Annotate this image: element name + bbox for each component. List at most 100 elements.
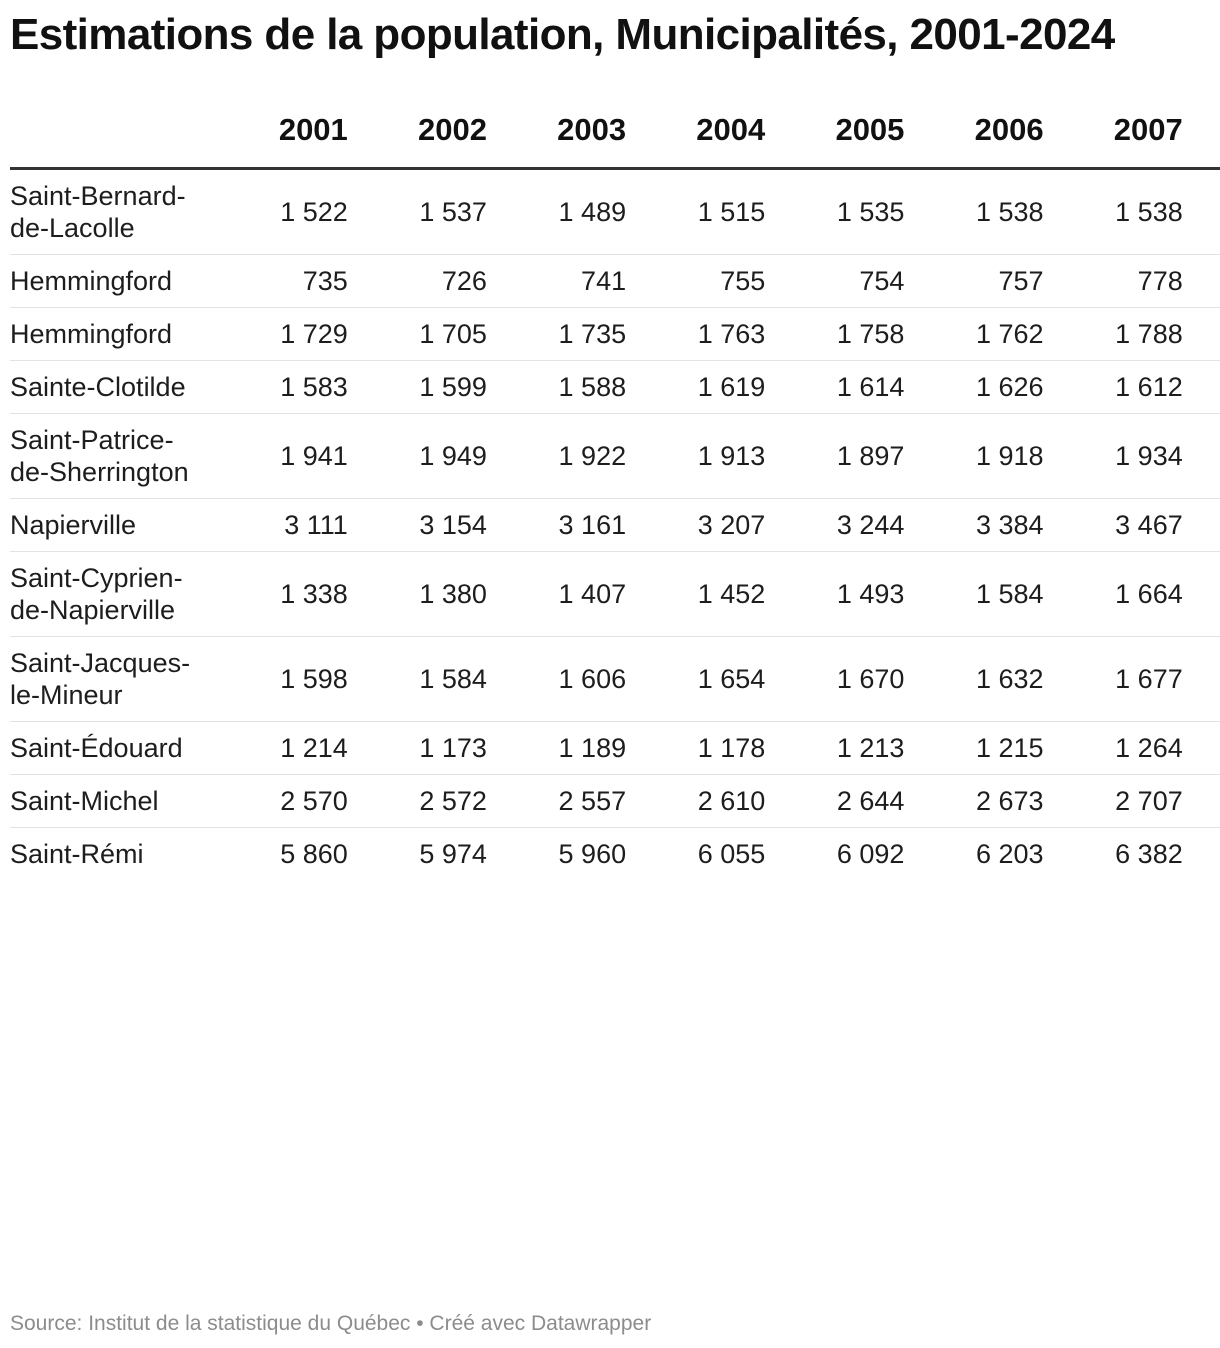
population-value-cell: 5 860 (280, 839, 348, 869)
population-value-cell: 1 (1190, 168, 1220, 255)
population-value-cell: 1 (1190, 636, 1220, 722)
population-value-cell: 5 960 (558, 839, 627, 869)
population-value-cell: 757 (912, 254, 1052, 308)
table-row: Saint-Cyprien-de-Napierville 1 338 1 380 1 … (10, 551, 1220, 637)
population-value-cell: 1 215 (912, 721, 1052, 775)
population-value-cell: 1 173 (355, 721, 495, 775)
table-row: Hemmingford 735 726 741 755 754 757 778 (10, 254, 1220, 308)
population-value-cell: 1 537 (355, 168, 495, 255)
population-value-cell: 1 913 (634, 413, 774, 499)
table-row: Saint-Michel 2 570 2 572 2 557 2 610 2 644 2 6… (10, 774, 1220, 828)
population-value-cell: 6 382 (1115, 839, 1183, 869)
population-value-cell: 1 178 (634, 721, 774, 775)
table-row: Saint-Patrice-de-Sherrington 1 941 1 949 1 … (10, 413, 1220, 499)
population-value-cell: 1 (1190, 413, 1220, 499)
population-table-container[interactable]: 200120022003200420052006200720 Saint-Ber… (10, 92, 1220, 880)
population-value-cell: 1 934 (1051, 413, 1191, 499)
population-value-cell: 1 214 (216, 721, 356, 775)
municipality-name-cell: Hemmingford (10, 307, 217, 361)
table-body: Saint-Bernard-de-Lacolle 1 522 1 537 1 489 1… (10, 168, 1220, 881)
population-value-cell: 1 949 (355, 413, 495, 499)
population-value-cell: 1 599 (355, 360, 495, 414)
table-row: Saint-Rémi 5 860 5 974 5 960 6 055 6 092 6 203… (10, 828, 1220, 881)
population-value-cell (1190, 254, 1220, 308)
population-value-cell: 1 380 (355, 551, 495, 637)
population-value-cell: 735 (216, 254, 356, 308)
population-value-cell: 2 (1190, 774, 1220, 828)
population-value-cell: 2 610 (634, 774, 774, 828)
column-header-year: 2005 (773, 92, 913, 170)
population-value-cell: 5 974 (419, 839, 487, 869)
municipality-name-cell: Saint-Édouard (10, 721, 217, 775)
population-value-cell: 1 493 (773, 551, 913, 637)
municipality-name-cell: Saint-Rémi (10, 839, 144, 869)
municipality-name-cell: Saint-Bernard-de-Lacolle (10, 168, 217, 255)
population-value-cell: 1 264 (1051, 721, 1191, 775)
population-value-cell: 1 584 (912, 551, 1052, 637)
population-value-cell: 754 (773, 254, 913, 308)
population-value-cell: 755 (634, 254, 774, 308)
municipality-name-cell: Saint-Jacques-le-Mineur (10, 636, 217, 722)
table-row: Sainte-Clotilde 1 583 1 599 1 588 1 619 1 614… (10, 360, 1220, 414)
municipality-name-cell: Saint-Michel (10, 774, 217, 828)
population-value-cell: 1 614 (773, 360, 913, 414)
population-value-cell: 1 670 (773, 636, 913, 722)
column-header-year: 2004 (634, 92, 774, 170)
column-header-year: 2002 (355, 92, 495, 170)
column-header-municipality (10, 92, 217, 170)
population-value-cell: 2 673 (912, 774, 1052, 828)
population-value-cell: 1 452 (634, 551, 774, 637)
municipality-name-cell: Saint-Cyprien-de-Napierville (10, 551, 217, 637)
population-value-cell: 3 (1190, 498, 1220, 552)
population-value-cell: 3 161 (494, 498, 635, 552)
population-value-cell: 1 758 (773, 307, 913, 361)
population-value-cell: 1 538 (912, 168, 1052, 255)
population-value-cell: 778 (1051, 254, 1191, 308)
population-value-cell: 1 788 (1051, 307, 1191, 361)
municipality-name-cell: Hemmingford (10, 254, 217, 308)
population-value-cell: 3 467 (1051, 498, 1191, 552)
population-value-cell: 1 918 (912, 413, 1052, 499)
municipality-name-cell: Saint-Patrice-de-Sherrington (10, 413, 217, 499)
population-value-cell: 1 606 (494, 636, 635, 722)
population-value-cell: 6 203 (976, 839, 1044, 869)
population-value-cell: 1 705 (355, 307, 495, 361)
column-header-year: 20 (1190, 92, 1220, 170)
population-value-cell: 2 707 (1051, 774, 1191, 828)
population-value-cell: 1 619 (634, 360, 774, 414)
table-row: Hemmingford 1 729 1 705 1 735 1 763 1 758 1 76… (10, 307, 1220, 361)
population-value-cell: 1 (1190, 721, 1220, 775)
column-header-year: 2007 (1051, 92, 1191, 170)
population-value-cell: 1 735 (494, 307, 635, 361)
column-header-year: 2001 (216, 92, 356, 170)
population-value-cell: 1 664 (1051, 551, 1191, 637)
population-value-cell: 1 922 (494, 413, 635, 499)
population-value-cell: 1 407 (494, 551, 635, 637)
population-value-cell: 741 (494, 254, 635, 308)
population-value-cell: 1 (1190, 307, 1220, 361)
population-value-cell: 1 588 (494, 360, 635, 414)
population-value-cell: 3 244 (773, 498, 913, 552)
table-header-row: 200120022003200420052006200720 (10, 92, 1220, 170)
population-table: 200120022003200420052006200720 Saint-Ber… (10, 92, 1220, 880)
population-value-cell: 1 (1190, 551, 1220, 637)
population-value-cell: 1 677 (1051, 636, 1191, 722)
population-value-cell: 2 570 (216, 774, 356, 828)
population-value-cell: 1 584 (355, 636, 495, 722)
population-value-cell: 726 (355, 254, 495, 308)
population-value-cell: 3 154 (355, 498, 495, 552)
population-value-cell: 1 522 (216, 168, 356, 255)
column-header-year: 2003 (494, 92, 635, 170)
population-value-cell: 1 338 (216, 551, 356, 637)
population-value-cell: 1 654 (634, 636, 774, 722)
population-value-cell: 1 626 (912, 360, 1052, 414)
population-value-cell: 1 515 (634, 168, 774, 255)
population-value-cell: 1 535 (773, 168, 913, 255)
population-value-cell: 1 941 (216, 413, 356, 499)
population-value-cell: 2 557 (494, 774, 635, 828)
chart-title: Estimations de la population, Municipali… (10, 10, 1115, 59)
population-value-cell: 1 763 (634, 307, 774, 361)
table-row: Saint-Édouard 1 214 1 173 1 189 1 178 1 213 1 … (10, 721, 1220, 775)
table-row: Saint-Jacques-le-Mineur 1 598 1 584 1 606 1 … (10, 636, 1220, 722)
population-value-cell: 1 598 (216, 636, 356, 722)
